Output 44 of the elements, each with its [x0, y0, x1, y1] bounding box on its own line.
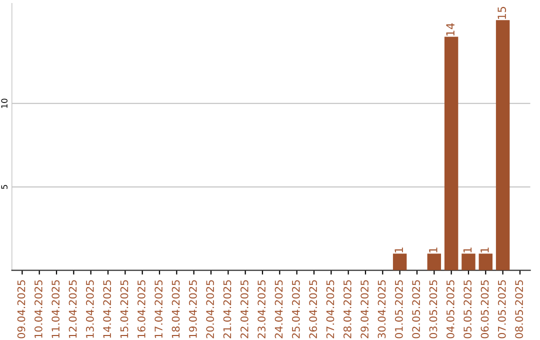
bar [478, 254, 493, 270]
x-tick-label: 09.04.2025 [17, 280, 26, 338]
x-tick-label: 23.04.2025 [258, 280, 266, 338]
data-label: 1 [429, 248, 438, 252]
x-tick-label: 01.05.2025 [394, 280, 403, 338]
data-label: 1 [480, 248, 489, 252]
x-tick-label: 11.04.2025 [52, 280, 60, 338]
x-tick-label: 19.04.2025 [188, 280, 197, 338]
x-tick-label: 10.04.2025 [34, 280, 42, 338]
x-tick-label: 22.04.2025 [240, 280, 248, 338]
x-tick-label: 27.04.2025 [326, 280, 334, 338]
data-label: 1 [394, 248, 403, 252]
x-tick-label: 17.04.2025 [154, 280, 163, 338]
x-tick-label: 28.04.2025 [343, 280, 352, 338]
x-tick-label: 25.04.2025 [292, 280, 300, 338]
x-tick-label: 08.05.2025 [515, 280, 524, 338]
bar [444, 36, 458, 270]
x-tick-label: 16.04.2025 [137, 280, 146, 338]
data-label: 14 [446, 23, 454, 36]
x-tick-label: 29.04.2025 [360, 280, 369, 338]
x-tick-label: 02.05.2025 [412, 280, 420, 338]
x-tick-label: 30.04.2025 [378, 280, 386, 338]
bar [496, 20, 510, 270]
x-tick-label: 07.05.2025 [498, 280, 506, 338]
x-tick-label: 04.05.2025 [446, 280, 454, 338]
x-tick-label: 21.04.2025 [223, 280, 232, 338]
x-tick-label: 13.04.2025 [86, 280, 94, 338]
x-tick-label: 20.04.2025 [206, 280, 214, 338]
bar [462, 254, 476, 270]
x-tick-label: 05.05.2025 [464, 280, 472, 338]
y-tick-label: 5 [1, 184, 8, 189]
x-tick-label: 15.04.2025 [120, 280, 128, 338]
bar [427, 254, 442, 270]
x-tick-label: 26.04.2025 [309, 280, 318, 338]
data-label: 15 [498, 6, 506, 19]
x-tick-label: 12.04.2025 [68, 280, 77, 338]
x-tick-label: 06.05.2025 [480, 280, 489, 338]
data-label: 1 [463, 248, 472, 252]
bar [392, 254, 407, 270]
x-tick-label: 18.04.2025 [172, 280, 180, 338]
y-tick-label: 10 [1, 98, 8, 108]
x-tick-label: 03.05.2025 [429, 280, 438, 338]
x-tick-label: 24.04.2025 [274, 280, 283, 338]
x-tick-label: 14.04.2025 [103, 280, 112, 338]
